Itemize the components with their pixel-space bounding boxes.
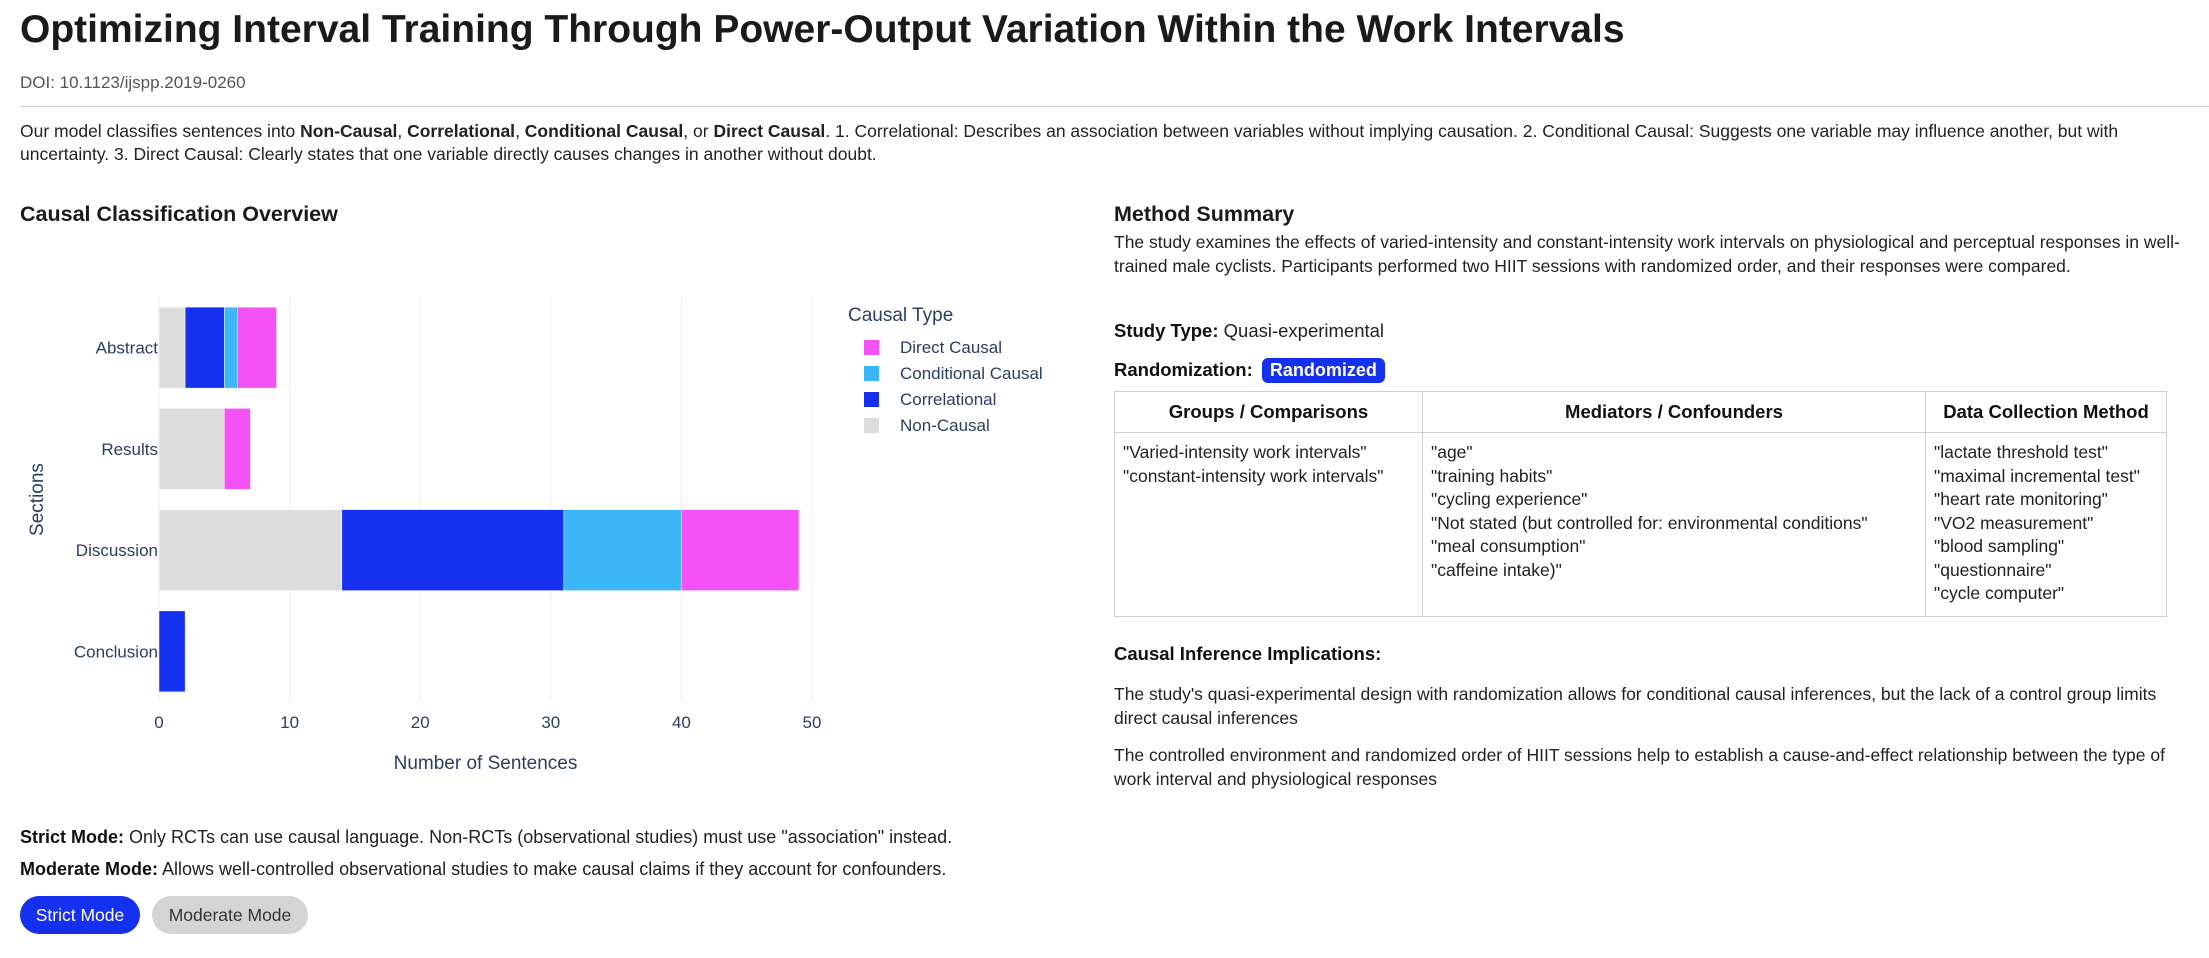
list-item: "age" [1431, 442, 1473, 462]
doi-text: DOI: 10.1123/ijspp.2019-0260 [20, 73, 246, 92]
list-item: "lactate threshold test" [1934, 442, 2108, 462]
bar-conditional-causal [563, 509, 682, 591]
legend-swatch [864, 418, 879, 433]
y-tick-label: Discussion [76, 541, 158, 560]
bar-direct-causal [681, 509, 800, 591]
study-details-table: Groups / Comparisons Mediators / Confoun… [1114, 391, 2167, 617]
causal-chart: Abstract Results Discussion Conclusion 0 10 20… [0, 255, 1100, 795]
moderate-mode-text: Allows well-controlled observational stu… [158, 859, 947, 879]
moderate-mode-label: Moderate Mode: [20, 859, 159, 879]
x-tick-label: 0 [154, 713, 163, 732]
intro-sep: , [397, 121, 408, 141]
moderate-mode-description: Moderate Mode: Allows well-controlled ob… [20, 859, 946, 880]
divider [20, 106, 2209, 107]
legend-item-label: Conditional Causal [900, 364, 1043, 383]
implication-paragraph: The study's quasi-experimental design wi… [1114, 684, 2157, 728]
bar-direct-causal [237, 306, 277, 389]
bar-non-causal [158, 509, 343, 591]
x-axis-title: Number of Sentences [394, 753, 578, 774]
mediators-cell: "age" "training habits" "cycling experie… [1422, 432, 1926, 617]
y-tick-label: Abstract [96, 339, 159, 358]
list-item: "heart rate monitoring" [1934, 489, 2108, 509]
list-item: "constant-intensity work intervals" [1123, 465, 1384, 486]
randomization-badge: Randomized [1261, 358, 1385, 383]
list-item: "cycling experience" [1431, 489, 1588, 509]
x-tick-label: 30 [541, 713, 560, 732]
list-item: "Varied-intensity work intervals" [1123, 442, 1367, 462]
x-tick-label: 20 [411, 713, 430, 732]
intro-cat-direct: Direct Causal [713, 121, 826, 141]
legend-title: Causal Type [848, 305, 953, 326]
strict-mode-label: Strict Mode: [20, 827, 125, 847]
legend-swatch [864, 366, 879, 381]
randomization-label: Randomization: [1114, 359, 1253, 380]
intro-sep: , [515, 121, 525, 141]
x-tick-label: 40 [672, 713, 691, 732]
intro-cat-non-causal: Non-Causal [300, 121, 398, 141]
bar-correlational [184, 306, 225, 389]
header-mediators: Mediators / Confounders [1422, 391, 1926, 433]
list-item: "VO2 measurement" [1934, 512, 2094, 533]
x-tick-label: 10 [280, 713, 299, 732]
header-groups: Groups / Comparisons [1114, 391, 1423, 433]
strict-mode-text: Only RCTs can use causal language. Non-R… [124, 827, 953, 847]
randomization-row: Randomization: Randomized [1114, 358, 1385, 383]
header-data-collection: Data Collection Method [1925, 391, 2167, 433]
table-header-row: Groups / Comparisons Mediators / Confoun… [1114, 391, 2167, 433]
bar-direct-causal [224, 408, 251, 490]
list-item: "blood sampling" [1934, 536, 2065, 556]
list-item: "caffeine intake)" [1431, 559, 1562, 580]
bar-non-causal [158, 306, 186, 389]
list-item: "maximal incremental test" [1934, 465, 2140, 486]
study-type-row: Study Type: Quasi-experimental [1114, 320, 1384, 342]
y-axis-title: Sections [27, 463, 48, 536]
strict-mode-button[interactable]: Strict Mode [20, 896, 140, 934]
moderate-mode-button[interactable]: Moderate Mode [152, 896, 308, 934]
intro-text: Our model classifies sentences into Non-… [20, 120, 2190, 166]
groups-cell: "Varied-intensity work intervals" "const… [1114, 432, 1423, 617]
data-collection-cell: "lactate threshold test" "maximal increm… [1925, 432, 2167, 617]
page-title: Optimizing Interval Training Through Pow… [20, 8, 1625, 51]
bar-conditional-causal [224, 306, 238, 389]
study-type-label: Study Type: [1114, 320, 1219, 341]
intro-cat-conditional: Conditional Causal [524, 121, 684, 141]
strict-mode-description: Strict Mode: Only RCTs can use causal la… [20, 827, 952, 848]
table-row: "Varied-intensity work intervals" "const… [1114, 432, 2167, 617]
y-tick-label: Conclusion [74, 642, 158, 661]
bar-non-causal [158, 408, 225, 490]
list-item: "meal consumption" [1431, 536, 1586, 556]
legend-item-label: Direct Causal [900, 338, 1002, 357]
method-summary-title: Method Summary [1114, 202, 1295, 226]
list-item: "questionnaire" [1934, 559, 2052, 580]
study-type-value: Quasi-experimental [1223, 320, 1385, 341]
implication-paragraph: The controlled environment and randomize… [1114, 745, 2165, 789]
list-item: "training habits" [1431, 465, 1553, 486]
legend-swatch [864, 340, 879, 355]
y-tick-label: Results [101, 440, 158, 459]
list-item: "Not stated (but controlled for: environ… [1431, 512, 1868, 533]
legend-item-label: Non-Causal [900, 416, 990, 435]
method-summary-text: The study examines the effects of varied… [1114, 232, 2180, 276]
bar-correlational [341, 509, 565, 591]
intro-lead: Our model classifies sentences into [20, 121, 301, 141]
list-item: "cycle computer" [1934, 583, 2065, 603]
legend-item-label: Correlational [900, 390, 996, 409]
intro-rest: . 1. Correlational: Describes an associa… [20, 121, 2119, 164]
implications-title: Causal Inference Implications: [1114, 643, 1382, 664]
chart-section-title: Causal Classification Overview [20, 202, 338, 226]
chart-svg: Abstract Results Discussion Conclusion 0 10 20… [27, 297, 1043, 774]
intro-cat-correlational: Correlational [407, 121, 516, 141]
legend-swatch [864, 392, 879, 407]
bar-correlational [158, 610, 186, 693]
causal-implications: Causal Inference Implications: The study… [1114, 642, 2194, 804]
x-tick-label: 50 [803, 713, 822, 732]
intro-sep: , or [683, 121, 714, 141]
